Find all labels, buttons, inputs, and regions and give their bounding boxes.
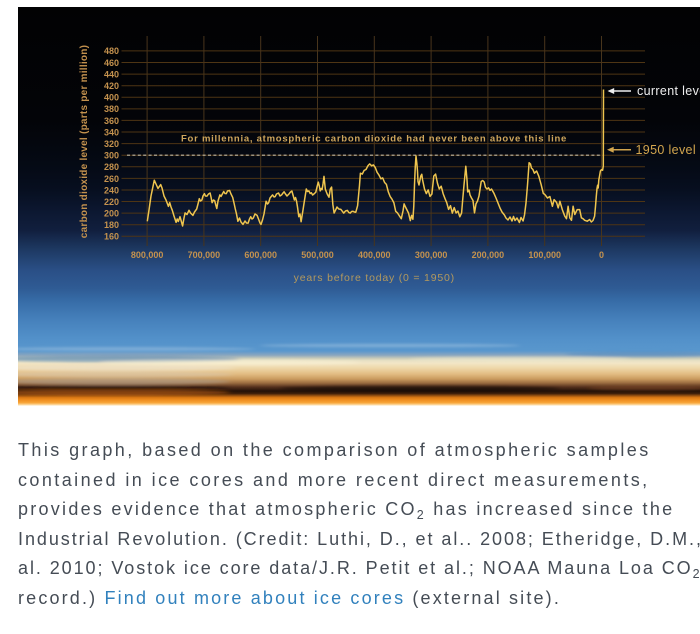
svg-text:600,000: 600,000 [244, 250, 277, 260]
svg-text:800,000: 800,000 [131, 250, 164, 260]
svg-text:300: 300 [104, 151, 119, 161]
svg-text:480: 480 [104, 46, 119, 56]
svg-text:440: 440 [104, 69, 119, 79]
svg-text:200,000: 200,000 [472, 250, 505, 260]
svg-text:300,000: 300,000 [415, 250, 448, 260]
svg-text:For millennia, atmospheric car: For millennia, atmospheric carbon dioxid… [181, 134, 567, 145]
svg-text:260: 260 [104, 174, 119, 184]
svg-text:200: 200 [104, 209, 119, 219]
svg-text:400: 400 [104, 93, 119, 103]
svg-text:years before today (0 = 1950): years before today (0 = 1950) [294, 272, 455, 284]
svg-text:340: 340 [104, 127, 119, 137]
svg-text:700,000: 700,000 [188, 250, 221, 260]
svg-text:500,000: 500,000 [301, 250, 334, 260]
svg-text:0: 0 [599, 250, 604, 260]
svg-text:240: 240 [104, 185, 119, 195]
svg-text:460: 460 [104, 58, 119, 68]
svg-text:380: 380 [104, 104, 119, 114]
svg-text:400,000: 400,000 [358, 250, 391, 260]
svg-text:320: 320 [104, 139, 119, 149]
svg-text:220: 220 [104, 197, 119, 207]
svg-text:280: 280 [104, 162, 119, 172]
svg-text:360: 360 [104, 116, 119, 126]
svg-text:1950 level: 1950 level [636, 143, 697, 157]
svg-text:carbon dioxide level (parts pe: carbon dioxide level (parts per million) [79, 45, 90, 238]
svg-text:180: 180 [104, 220, 119, 230]
svg-text:current level: current level [637, 84, 700, 98]
svg-text:420: 420 [104, 81, 119, 91]
svg-text:160: 160 [104, 232, 119, 242]
svg-text:100,000: 100,000 [528, 250, 561, 260]
